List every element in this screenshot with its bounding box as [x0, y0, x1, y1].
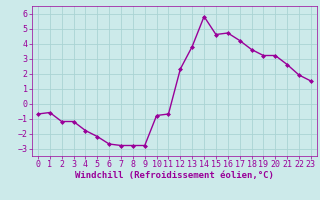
- X-axis label: Windchill (Refroidissement éolien,°C): Windchill (Refroidissement éolien,°C): [75, 171, 274, 180]
